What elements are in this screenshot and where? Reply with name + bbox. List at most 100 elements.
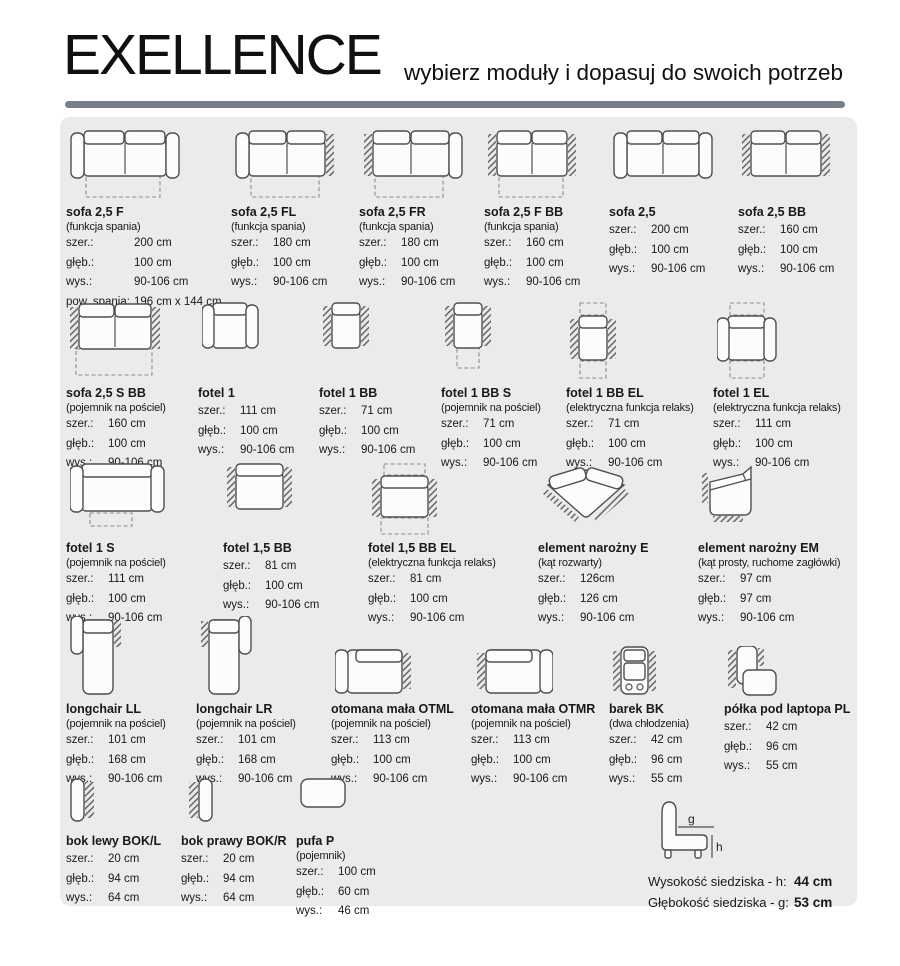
spec-label: szer.: [319,405,347,417]
spec-value: 100 cm [401,256,439,269]
module-specs: szer.: 126cm głęb.: 126 cm wys.: 90-106 cm [538,570,695,629]
seat-dimensions-icon: g h [661,801,723,859]
height-letter: h [716,840,723,854]
spec-value: 101 cm [108,734,146,746]
spec-label: szer.: [609,734,637,746]
spec-row: szer.: 200 cm [609,221,735,241]
module-card: barek BK (dwa chłodzenia) szer.: 42 cm głę… [609,616,721,790]
spec-value: 90-106 cm [238,773,293,785]
module-drawing [66,129,226,199]
module-note: (kąt prosty, ruchome zagłówki) [698,557,841,569]
spec-row: wys.: 90-106 cm [441,454,563,474]
spec-label: szer.: [471,734,499,746]
module-card: sofa 2,5 F (funkcja spania) szer.: 200 cm… [66,129,226,312]
spec-value: 90-106 cm [373,773,428,785]
element-narozny-em-topview-icon [702,465,752,522]
spec-value: 100 cm [108,592,146,605]
spec-label: głęb.: [713,437,742,450]
module-specs: szer.: 111 cm głęb.: 100 cm wys.: 90-106 cm [198,402,316,461]
spec-row: głęb.: 100 cm [368,590,535,610]
spec-row: szer.: 71 cm [441,415,563,435]
modules-panel: sofa 2,5 F (funkcja spania) szer.: 200 cm… [60,117,857,917]
module-name: fotel 1 EL [713,386,770,400]
module-specs: szer.: 81 cm głęb.: 100 cm wys.: 90-106 cm [223,557,365,616]
module-specs: szer.: 20 cm głęb.: 94 cm wys.: 64 cm [66,850,178,909]
spec-row: szer.: 81 cm [368,570,535,590]
module-card: otomana mała OTML (pojemnik na pościel) … [331,616,468,790]
fotel-1-bb-topview-icon [323,302,369,349]
spec-label: szer.: [66,418,94,430]
module-drawing [566,302,710,380]
spec-value: 113 cm [373,734,410,746]
module-card: fotel 1 BB szer.: 71 cm głęb.: 100 cm wys.: 9… [319,302,438,461]
module-drawing [331,616,468,696]
spec-row: głęb.: 100 cm [359,254,481,274]
spec-row: szer.: 200 cm [66,234,226,254]
spec-value: 126cm [580,573,615,585]
spec-value: 55 cm [651,773,683,785]
module-card: fotel 1 S (pojemnik na pościel) szer.: 11… [66,463,220,629]
spec-value: 42 cm [651,734,683,746]
spec-label: szer.: [198,405,226,417]
spec-label: szer.: [538,573,566,585]
module-drawing [296,778,406,828]
spec-label: głęb.: [296,885,325,898]
spec-row: głęb.: 60 cm [296,883,406,903]
module-name: sofa 2,5 BB [738,205,807,219]
spec-value: 200 cm [134,237,172,249]
spec-row: wys.: 64 cm [66,889,178,909]
module-card: longchair LL (pojemnik na pościel) szer.… [66,616,193,790]
module-specs: szer.: 71 cm głęb.: 100 cm wys.: 90-106 cm [441,415,563,474]
spec-label: szer.: [231,237,259,249]
module-drawing [609,129,735,199]
spec-row: głęb.: 168 cm [196,751,328,771]
module-drawing [441,302,563,380]
module-specs: szer.: 200 cm głęb.: 100 cm wys.: 90-106 cm [609,221,735,280]
spec-label: głęb.: [724,740,753,753]
spec-value: 97 cm [740,592,772,605]
spec-row: wys.: 90-106 cm [538,609,695,629]
module-card: element narożny EM (kąt prosty, ruchome … [698,463,856,629]
module-name: fotel 1 [198,386,235,400]
spec-label: wys.: [359,276,386,288]
spec-value: 160 cm [108,418,146,430]
module-drawing [471,616,606,696]
spec-label: szer.: [66,734,94,746]
spec-row: szer.: 71 cm [319,402,438,422]
module-specs: szer.: 200 cm głęb.: 100 cm wys.: 90-106 cm po… [66,234,226,312]
sofa-2-5-fr-topview-icon [364,130,463,198]
module-note: (pojemnik na pościel) [66,557,166,569]
spec-label: głęb.: [471,753,500,766]
spec-value: 100 cm [134,256,172,269]
spec-label: wys.: [181,892,208,904]
module-card: otomana mała OTMR (pojemnik na pościel) … [471,616,606,790]
module-drawing [698,463,856,535]
module-name: sofa 2,5 F BB [484,205,564,219]
module-note: (pojemnik na pościel) [66,402,166,414]
spec-label: wys.: [484,276,511,288]
barek-bk-topview-icon [613,646,656,695]
spec-label: głęb.: [66,256,95,269]
spec-row: głęb.: 100 cm [223,577,365,597]
spec-label: głęb.: [538,592,567,605]
spec-row: szer.: 113 cm [471,731,606,751]
module-specs: szer.: 160 cm głęb.: 100 cm wys.: 90-106 cm [484,234,606,293]
spec-value: 100 cm [108,437,146,450]
module-name: element narożny EM [698,541,819,555]
spec-row: wys.: 55 cm [724,757,856,777]
module-note: (elektryczna funkcja relaks) [566,402,694,414]
module-specs: szer.: 71 cm głęb.: 100 cm wys.: 90-106 cm [319,402,438,461]
module-name: sofa 2,5 FL [231,205,297,219]
spec-label: wys.: [713,457,740,469]
polka-pod-laptopa-icon [728,646,777,696]
spec-value: 100 cm [265,579,303,592]
module-drawing [319,302,438,380]
module-note: (funkcja spania) [231,221,306,233]
module-card: sofa 2,5 BB szer.: 160 cm głęb.: 100 cm wys.… [738,129,853,280]
spec-value: 90-106 cm [108,612,163,624]
spec-row: głęb.: 94 cm [181,870,293,890]
spec-label: wys.: [198,444,225,456]
spec-label: wys.: [368,612,395,624]
